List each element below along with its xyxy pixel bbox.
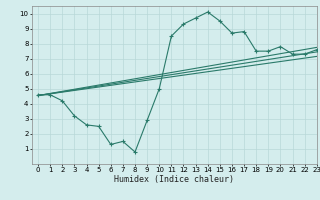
X-axis label: Humidex (Indice chaleur): Humidex (Indice chaleur)	[115, 175, 234, 184]
